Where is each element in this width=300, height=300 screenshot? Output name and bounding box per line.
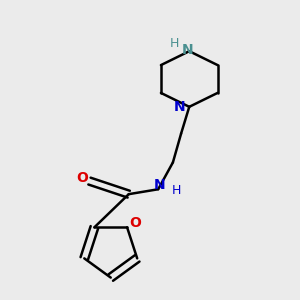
Text: N: N — [174, 100, 185, 114]
Text: N: N — [182, 43, 194, 57]
Text: O: O — [129, 216, 141, 230]
Text: H: H — [172, 184, 181, 197]
Text: O: O — [76, 172, 88, 185]
Text: H: H — [170, 37, 179, 50]
Text: N: N — [154, 178, 166, 192]
